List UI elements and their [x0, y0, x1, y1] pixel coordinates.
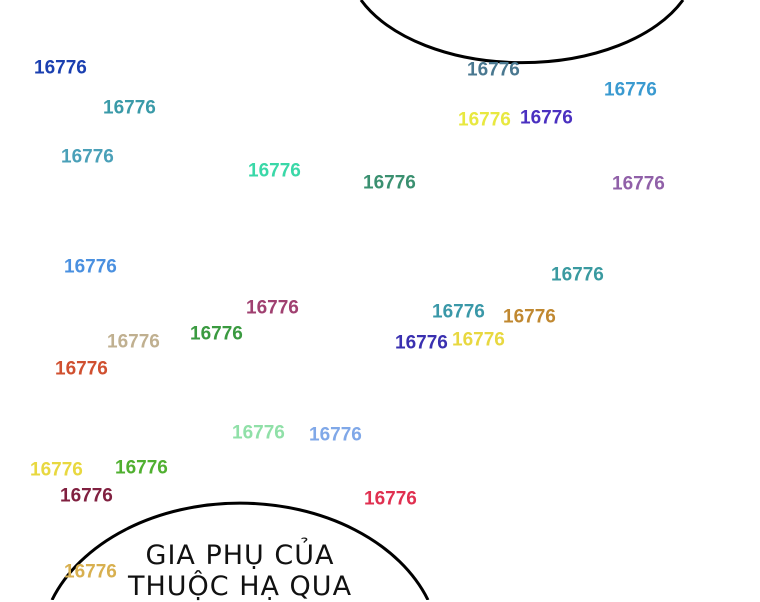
- watermark-number: 16776: [190, 323, 243, 345]
- speech-line-1: GIA PHỤ CỦA: [145, 540, 335, 571]
- watermark-number: 16776: [61, 146, 114, 168]
- watermark-number: 16776: [246, 297, 299, 319]
- watermark-number: 16776: [520, 107, 573, 129]
- watermark-number: 16776: [503, 306, 556, 328]
- watermark-number: 16776: [248, 160, 301, 182]
- watermark-number: 16776: [103, 97, 156, 119]
- watermark-number: 16776: [452, 329, 505, 351]
- watermark-number: 16776: [395, 332, 448, 354]
- bottom-speech-bubble: [50, 501, 430, 600]
- top-speech-bubble: [359, 0, 685, 65]
- watermark-number: 16776: [467, 59, 520, 81]
- watermark-number: 16776: [55, 358, 108, 380]
- watermark-number: 16776: [60, 485, 113, 507]
- watermark-number: 16776: [34, 57, 87, 79]
- watermark-number: 16776: [115, 457, 168, 479]
- speech-line-2: THUỘC HẠ QUA: [127, 571, 353, 602]
- watermark-number: 16776: [64, 256, 117, 278]
- watermark-number: 16776: [364, 488, 417, 510]
- watermark-number: 16776: [612, 173, 665, 195]
- watermark-number: 16776: [107, 331, 160, 353]
- watermark-number: 16776: [363, 172, 416, 194]
- watermark-number: 16776: [551, 264, 604, 286]
- watermark-number: 16776: [309, 424, 362, 446]
- watermark-number: 16776: [30, 459, 83, 481]
- watermark-number: 16776: [432, 301, 485, 323]
- watermark-number: 16776: [232, 422, 285, 444]
- watermark-number: 16776: [458, 109, 511, 131]
- watermark-number: 16776: [604, 79, 657, 101]
- watermark-number: 16776: [64, 561, 117, 583]
